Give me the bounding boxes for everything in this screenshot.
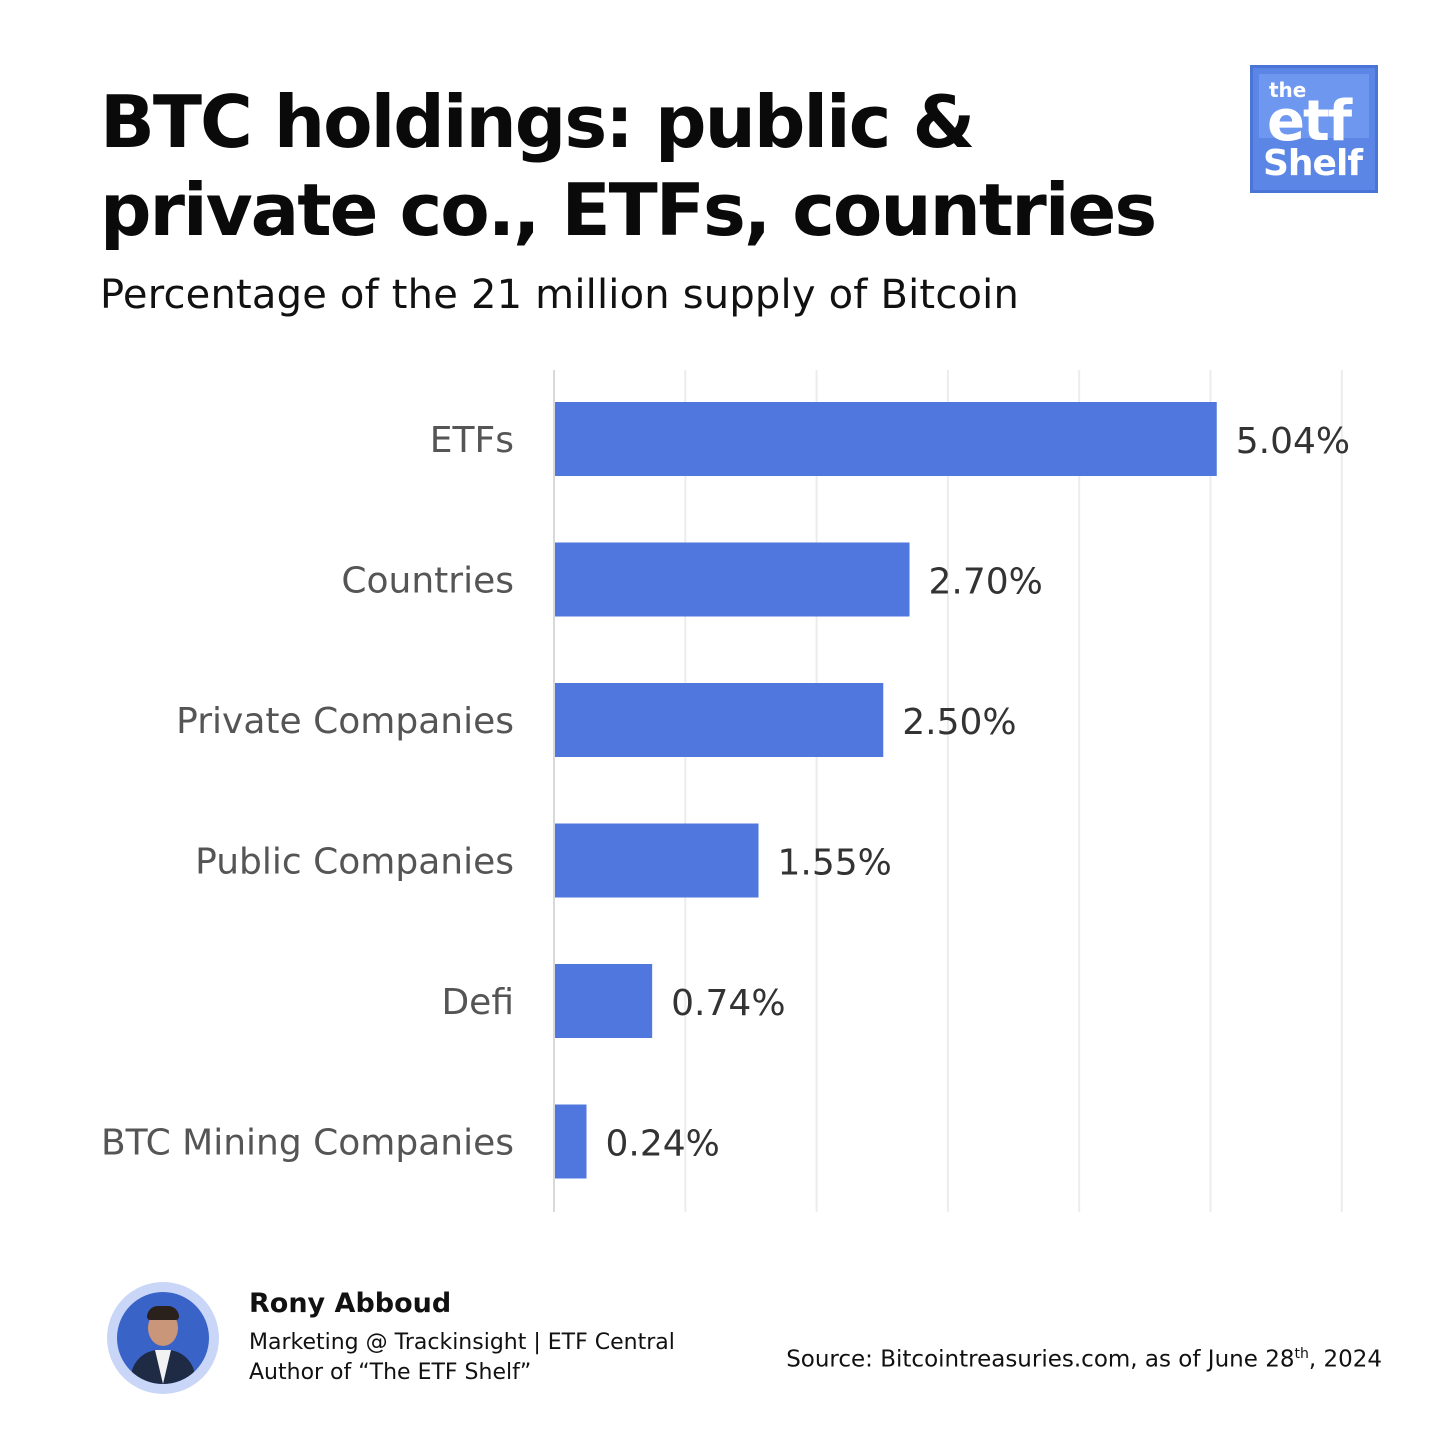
bar xyxy=(555,542,910,617)
bar xyxy=(555,402,1217,476)
category-label: Public Companies xyxy=(195,842,514,883)
source-prefix: Source: Bitcointreasuries.com, as of Jun… xyxy=(786,1346,1295,1373)
logo-etf: etf xyxy=(1267,89,1352,154)
value-label: 0.24% xyxy=(606,1124,720,1165)
author-role: Marketing @ Trackinsight | ETF Central xyxy=(249,1330,675,1355)
category-label: BTC Mining Companies xyxy=(101,1123,514,1164)
logo-the: the xyxy=(1269,78,1307,102)
bar xyxy=(555,823,759,898)
avatar-photo xyxy=(117,1292,209,1384)
author-avatar xyxy=(107,1282,219,1394)
chart-subtitle: Percentage of the 21 million supply of B… xyxy=(100,272,1020,318)
chart-title: BTC holdings: public & private co., ETFs… xyxy=(100,80,1157,252)
source-note: Source: Bitcointreasuries.com, as of Jun… xyxy=(786,1346,1382,1373)
bar xyxy=(555,964,653,1038)
value-label: 2.50% xyxy=(902,702,1016,743)
value-label: 2.70% xyxy=(929,562,1043,603)
bar-chart: ETFs 5.04% Countries 2.70% Private Companies… xyxy=(101,370,1350,1212)
value-label: 1.55% xyxy=(778,843,892,884)
author-book: Author of “The ETF Shelf” xyxy=(249,1360,532,1385)
category-label: Private Companies xyxy=(176,701,514,742)
source-suffix: , 2024 xyxy=(1308,1346,1382,1373)
bar xyxy=(555,1104,587,1179)
avatar-hair xyxy=(147,1306,179,1320)
etf-shelf-logo: the etf Shelf xyxy=(1250,65,1378,193)
logo-top-panel xyxy=(1259,74,1369,138)
category-label: Defi xyxy=(441,982,514,1023)
author-name: Rony Abboud xyxy=(249,1288,452,1319)
value-label: 5.04% xyxy=(1236,421,1350,462)
category-label: Countries xyxy=(341,561,514,602)
source-sup: th xyxy=(1294,1346,1309,1362)
logo-shelf: Shelf xyxy=(1263,143,1363,184)
value-label: 0.74% xyxy=(671,983,785,1024)
bar xyxy=(555,683,884,757)
category-label: ETFs xyxy=(430,420,514,461)
